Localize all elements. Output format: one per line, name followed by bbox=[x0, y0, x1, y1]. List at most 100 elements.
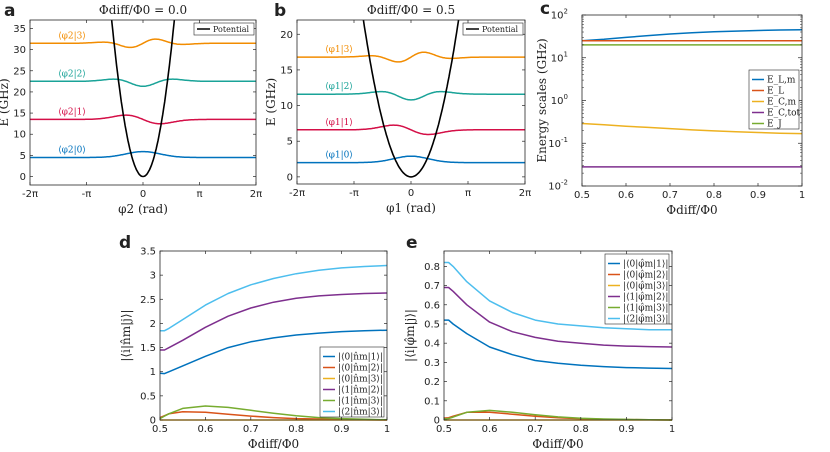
legend-label: E_J bbox=[767, 120, 782, 130]
series-line-2 bbox=[581, 122, 803, 135]
plot-area bbox=[30, 20, 256, 178]
x-tick-label: 1 bbox=[384, 424, 390, 435]
y-tick-label: 1.5 bbox=[140, 343, 156, 354]
legend-label: |⟨1|n̂m|3⟩| bbox=[338, 396, 383, 407]
x-tick-label: -2π bbox=[289, 188, 305, 199]
series-line-3 bbox=[160, 292, 388, 351]
y-tick-label: 15 bbox=[13, 109, 26, 120]
potential-curve bbox=[110, 20, 176, 178]
x-axis-label: φ1 (rad) bbox=[386, 201, 436, 215]
x-tick-label: 0.6 bbox=[482, 424, 498, 435]
x-tick-label: 2π bbox=[250, 189, 262, 200]
x-tick-label: 0 bbox=[140, 189, 146, 200]
y-tick-exponent: 0 bbox=[564, 93, 568, 101]
level-label: ⟨φ2|2⟩ bbox=[58, 69, 86, 79]
y-tick-label: 3 bbox=[150, 271, 156, 282]
x-axis-label: Φdiff/Φ0 bbox=[248, 437, 299, 451]
y-tick-label: 101 bbox=[551, 50, 568, 64]
panel-c: c0.5 0.6 0.7 0.8 0.9 110-210-1100101102Φdiff/… bbox=[535, 0, 805, 217]
series-line-0 bbox=[159, 329, 388, 375]
y-tick-label: 20 bbox=[280, 30, 293, 41]
x-tick-label: 0.9 bbox=[334, 424, 350, 435]
x-tick-label: 0.6 bbox=[197, 424, 213, 435]
y-tick-label: 35 bbox=[13, 24, 26, 35]
y-tick-label: 0.2 bbox=[424, 377, 440, 388]
legend-box bbox=[748, 69, 800, 130]
series-line-0 bbox=[444, 319, 673, 370]
legend-label: |⟨0|n̂m|3⟩| bbox=[338, 374, 383, 385]
legend-label: |⟨1|φ̂m|2⟩| bbox=[623, 292, 668, 303]
x-tick-label: -2π bbox=[22, 189, 38, 200]
y-tick-label: 10-2 bbox=[548, 179, 568, 193]
wavefunction-2 bbox=[297, 90, 525, 101]
x-tick-label: 0.5 bbox=[574, 190, 590, 201]
panel-a: a Φdiff/Φ0 = 0.0 ⟨φ2|0⟩ ⟨φ2|1⟩ ⟨φ2|2⟩ ⟨φ2|3⟩ -… bbox=[0, 1, 262, 216]
y-tick-exponent: 2 bbox=[564, 8, 568, 16]
series-line-5 bbox=[444, 261, 672, 331]
panel-label: c bbox=[540, 0, 550, 19]
legend-label: Potential bbox=[482, 25, 519, 34]
legend-box bbox=[604, 253, 670, 325]
legend-label: |⟨2|n̂m|3⟩| bbox=[338, 407, 383, 418]
panel-title: Φdiff/Φ0 = 0.5 bbox=[367, 3, 455, 17]
axes-box bbox=[159, 250, 388, 421]
y-tick-label: 0.8 bbox=[424, 262, 440, 273]
x-tick-label: 0.8 bbox=[288, 424, 304, 435]
legend-label: |⟨2|φ̂m|3⟩| bbox=[623, 314, 668, 325]
x-tick-label: 0.7 bbox=[243, 424, 259, 435]
y-axis-label: |⟨i|φ̂m|j⟩| bbox=[403, 309, 417, 362]
y-tick-label: 0 bbox=[20, 172, 26, 183]
legend-label: |⟨0|φ̂m|1⟩| bbox=[623, 259, 668, 270]
panel-label: b bbox=[274, 1, 286, 21]
x-tick-label: 0 bbox=[408, 188, 414, 199]
x-tick-label: 0.5 bbox=[152, 424, 168, 435]
panel-d: d0.5 0.6 0.7 0.8 0.9 100.511.522.533.5Φdiff/Φ… bbox=[119, 233, 390, 451]
y-tick-label: 20 bbox=[13, 87, 26, 98]
y-tick-exponent: -2 bbox=[561, 179, 568, 187]
legend-box bbox=[462, 22, 524, 36]
y-tick-label: 3.5 bbox=[140, 247, 156, 258]
legend-label: |⟨0|n̂m|2⟩| bbox=[338, 363, 383, 374]
x-tick-label: -π bbox=[82, 189, 92, 200]
y-tick-label: 10 bbox=[13, 130, 26, 141]
y-tick-label: 15 bbox=[280, 65, 293, 76]
y-tick-label: 0.4 bbox=[424, 339, 440, 350]
wavefunction-3 bbox=[297, 51, 525, 63]
level-label: ⟨φ1|3⟩ bbox=[325, 45, 353, 55]
y-tick-label: 2 bbox=[150, 319, 156, 330]
series-line-0 bbox=[581, 29, 803, 42]
legend-label: Potential bbox=[213, 25, 250, 34]
legend-label: E_L bbox=[767, 87, 784, 97]
wavefunction-0 bbox=[30, 150, 256, 159]
axes-box bbox=[29, 19, 257, 186]
x-axis-label: Φdiff/Φ0 bbox=[666, 203, 717, 217]
legend-label: |⟨1|n̂m|2⟩| bbox=[338, 385, 383, 396]
y-tick-exponent: -1 bbox=[561, 136, 568, 144]
panel-title: Φdiff/Φ0 = 0.0 bbox=[99, 3, 187, 17]
y-tick-label: 5 bbox=[20, 151, 26, 162]
panel-e: e 0.5 0.6 0.7 0.8 0.9 1 0 0.1 0.2 0.3 0.4 0.5 0.6 0.7 0… bbox=[403, 233, 675, 451]
y-axis-label: |⟨i|n̂m|j⟩| bbox=[119, 309, 133, 361]
y-tick-label: 5 bbox=[287, 137, 293, 148]
y-tick-label: 0.7 bbox=[424, 281, 440, 292]
panel-b: b Φdiff/Φ0 = 0.5 ⟨φ1|0⟩ ⟨φ1|1⟩ ⟨φ1|2⟩ ⟨φ1|3⟩ -… bbox=[264, 1, 531, 215]
legend-box bbox=[319, 346, 385, 418]
level-label: ⟨φ1|0⟩ bbox=[325, 151, 353, 161]
x-axis-label: φ2 (rad) bbox=[118, 202, 168, 216]
panel-label: a bbox=[4, 1, 15, 21]
legend-label: |⟨0|φ̂m|3⟩| bbox=[623, 281, 668, 292]
legend-box bbox=[193, 22, 255, 36]
y-tick-label: 0.3 bbox=[424, 358, 440, 369]
level-label: ⟨φ2|1⟩ bbox=[58, 107, 86, 117]
legend-label: E_C,tot bbox=[767, 109, 801, 119]
potential-curve bbox=[362, 20, 460, 178]
y-axis-label: E (GHz) bbox=[264, 78, 278, 126]
level-label: ⟨φ1|1⟩ bbox=[325, 118, 353, 128]
level-label: ⟨φ1|2⟩ bbox=[325, 82, 353, 92]
wavefunction-1 bbox=[30, 114, 256, 125]
legend-label: E_C,m bbox=[767, 98, 796, 108]
y-tick-label: 0 bbox=[150, 416, 156, 427]
y-tick-label: 100 bbox=[551, 93, 568, 107]
x-tick-label: 0.7 bbox=[527, 424, 543, 435]
